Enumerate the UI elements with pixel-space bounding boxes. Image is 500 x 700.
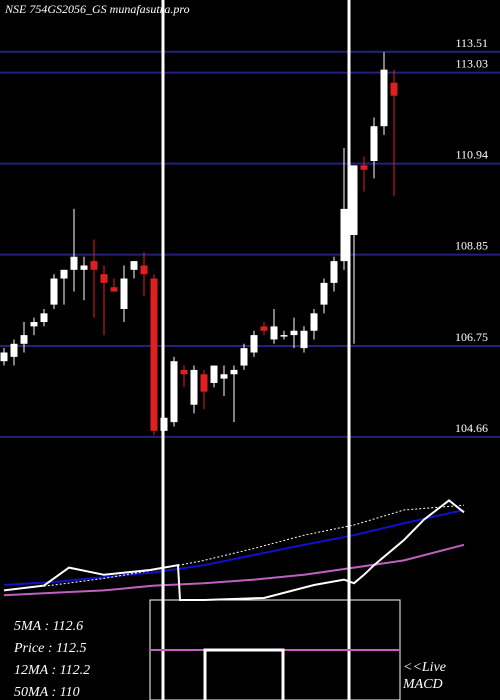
candle-body: [330, 261, 338, 283]
candle-body: [100, 274, 108, 283]
chart-title: NSE 754GS2056_GS munafasutra.pro: [4, 2, 190, 16]
candle-body: [270, 326, 278, 340]
indicator-line: [3, 509, 465, 586]
candle-body: [230, 369, 238, 375]
candle-body: [370, 126, 378, 162]
candle-body: [80, 265, 88, 270]
info-text: 5MA : 112.6: [14, 619, 83, 634]
candle-body: [390, 82, 398, 96]
candle-body: [180, 369, 188, 375]
y-tick-label: 106.75: [455, 330, 488, 344]
candle-body: [60, 269, 68, 279]
candle-body: [20, 335, 28, 344]
candle-body: [220, 374, 228, 379]
candle-body: [40, 313, 48, 323]
info-text: 12MA : 112.2: [14, 663, 90, 678]
candle-body: [110, 287, 118, 292]
y-tick-label: 113.51: [455, 36, 488, 50]
candle-body: [140, 265, 148, 275]
candle-body: [340, 208, 348, 262]
candle-body: [130, 261, 138, 270]
y-tick-label: 110.94: [455, 148, 488, 162]
y-tick-label: 104.66: [455, 421, 488, 435]
info-text: 50MA : 110: [14, 685, 80, 700]
indicators: [3, 499, 465, 601]
y-tick-label: 108.85: [455, 239, 488, 253]
live-label: MACD: [402, 677, 443, 692]
candle-body: [70, 256, 78, 270]
candle-body: [90, 261, 98, 270]
candle-body: [350, 165, 358, 235]
candle-body: [190, 369, 198, 405]
candle-body: [210, 365, 218, 383]
candle-body: [0, 352, 8, 362]
candle-body: [250, 335, 258, 353]
y-tick-label: 113.03: [455, 57, 488, 71]
candle-body: [10, 343, 18, 357]
candle-body: [200, 374, 208, 392]
candle-body: [300, 330, 308, 349]
candle-body: [310, 313, 318, 331]
indicator-line: [3, 504, 465, 591]
candle-body: [320, 282, 328, 305]
indicator-line: [3, 499, 465, 601]
candle-body: [240, 348, 248, 366]
candle-body: [360, 165, 368, 170]
candle-body: [280, 335, 288, 337]
candle-body: [150, 278, 158, 431]
indicator-line: [3, 543, 465, 597]
candle-body: [120, 278, 128, 309]
candle-body: [380, 69, 388, 127]
candle-body: [290, 330, 298, 336]
grid: 113.51 113.03 110.94 108.85 106.75 104.66: [0, 36, 500, 438]
live-label: <<Live: [403, 660, 446, 675]
candle-body: [50, 278, 58, 305]
macd-step: [203, 648, 285, 700]
candle-body: [260, 326, 268, 331]
info-text: Price : 112.5: [13, 641, 86, 656]
candles: [0, 52, 398, 436]
candle-body: [30, 322, 38, 327]
candle-body: [170, 361, 178, 423]
